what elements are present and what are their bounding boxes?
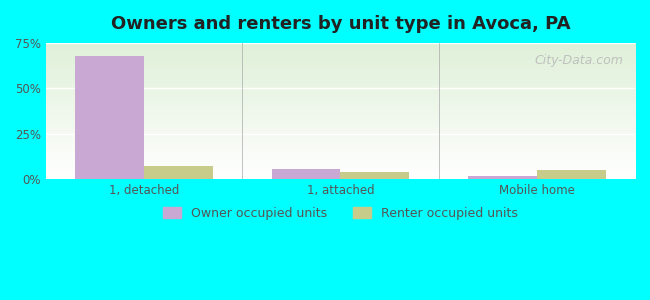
Legend: Owner occupied units, Renter occupied units: Owner occupied units, Renter occupied un… [158,202,523,225]
Title: Owners and renters by unit type in Avoca, PA: Owners and renters by unit type in Avoca… [111,15,570,33]
Bar [272,169,341,179]
Bar [75,56,144,179]
Bar [144,166,213,179]
Bar [341,172,409,179]
Text: City-Data.com: City-Data.com [534,54,623,67]
Bar [468,176,537,179]
Bar [537,170,606,179]
